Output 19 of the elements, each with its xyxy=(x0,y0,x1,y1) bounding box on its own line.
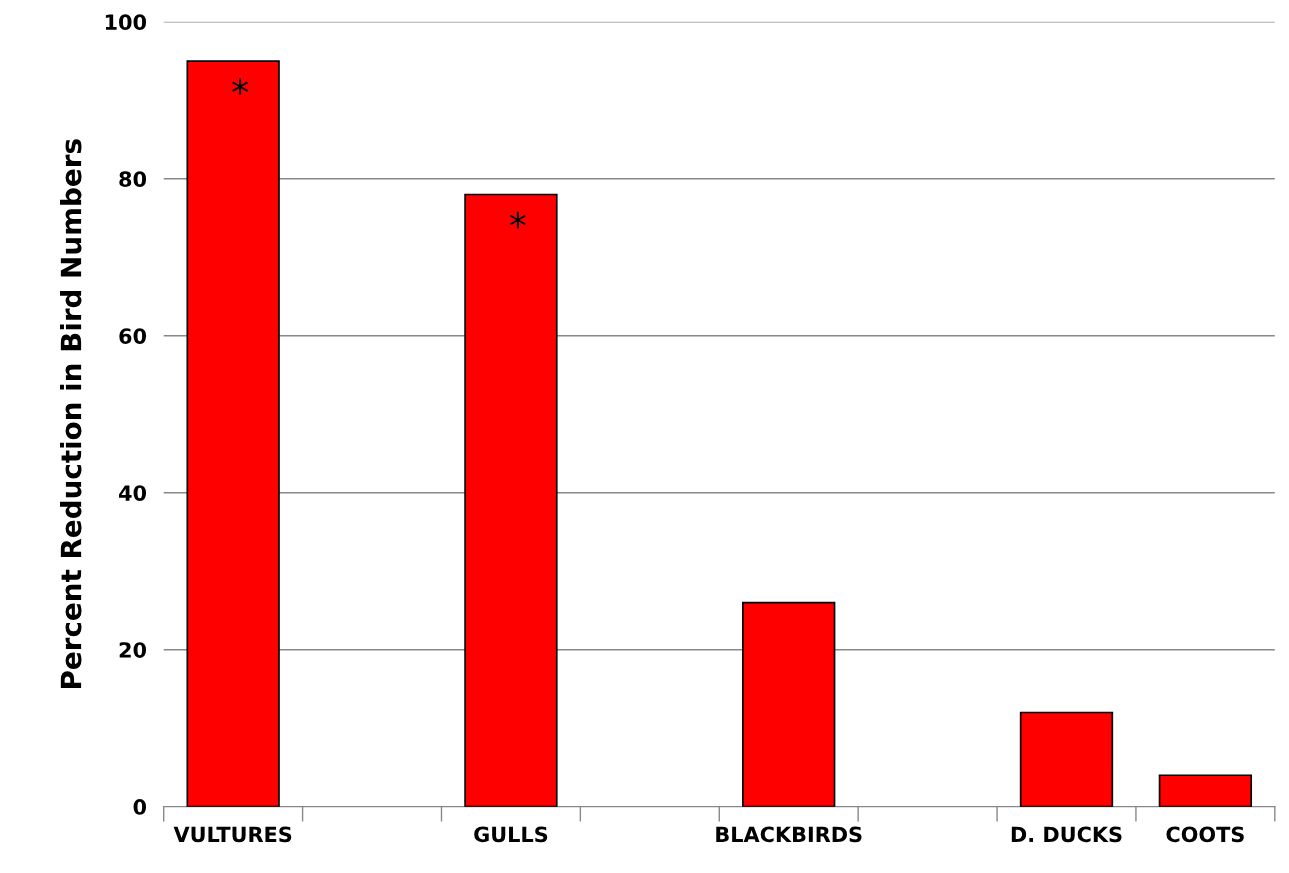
bar xyxy=(1019,711,1114,807)
y-tick-label: 100 xyxy=(105,14,147,31)
y-tick-label: 60 xyxy=(119,328,147,344)
x-tick-label: GULLS xyxy=(474,826,548,843)
x-tick-label: D. DUCKS xyxy=(1011,826,1122,843)
x-tick-label: VULTURES xyxy=(173,826,292,843)
y-axis-title: Percent Reduction in Bird Numbers xyxy=(60,139,82,688)
y-tick-label: 40 xyxy=(118,485,147,501)
y-tick-label: 80 xyxy=(119,171,147,187)
x-tick-label: COOTS xyxy=(1166,826,1244,843)
x-tick-label: BLACKBIRDS xyxy=(716,826,862,843)
bar xyxy=(464,193,558,807)
bar xyxy=(186,60,280,807)
y-tick-label: 20 xyxy=(119,642,147,658)
y-tick-label: 0 xyxy=(133,799,147,815)
annotation: * xyxy=(509,211,526,229)
bar xyxy=(742,601,836,807)
annotation: * xyxy=(232,78,249,95)
bar xyxy=(1158,774,1253,807)
